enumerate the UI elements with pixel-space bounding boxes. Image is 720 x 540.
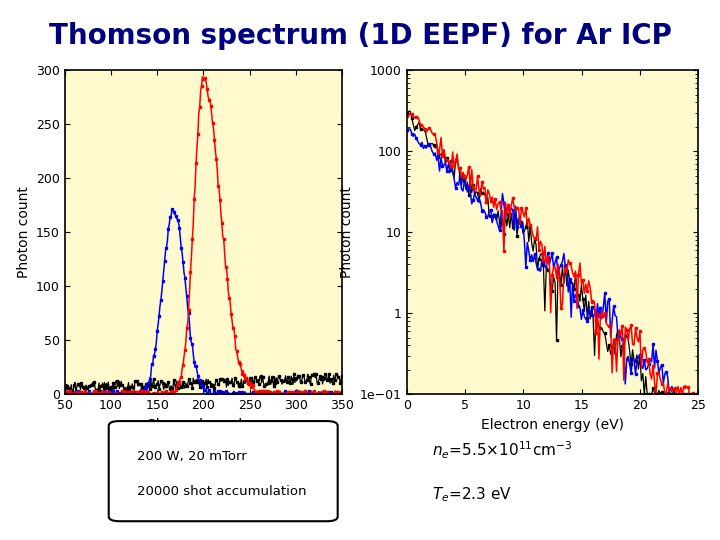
X-axis label: Channel number: Channel number: [145, 417, 261, 431]
Y-axis label: Photon count: Photon count: [341, 186, 354, 278]
Text: $T_e$=2.3 eV: $T_e$=2.3 eV: [432, 485, 512, 504]
Y-axis label: Photon count: Photon count: [17, 186, 30, 278]
Text: 20000 shot accumulation: 20000 shot accumulation: [137, 485, 306, 498]
FancyBboxPatch shape: [109, 421, 338, 521]
Text: 200 W, 20 mTorr: 200 W, 20 mTorr: [137, 450, 246, 463]
Text: Thomson spectrum (1D EEPF) for Ar ICP: Thomson spectrum (1D EEPF) for Ar ICP: [48, 22, 672, 50]
X-axis label: Electron energy (eV): Electron energy (eV): [481, 417, 624, 431]
Text: $n_e$=5.5×10$^{11}$cm$^{-3}$: $n_e$=5.5×10$^{11}$cm$^{-3}$: [432, 440, 572, 461]
